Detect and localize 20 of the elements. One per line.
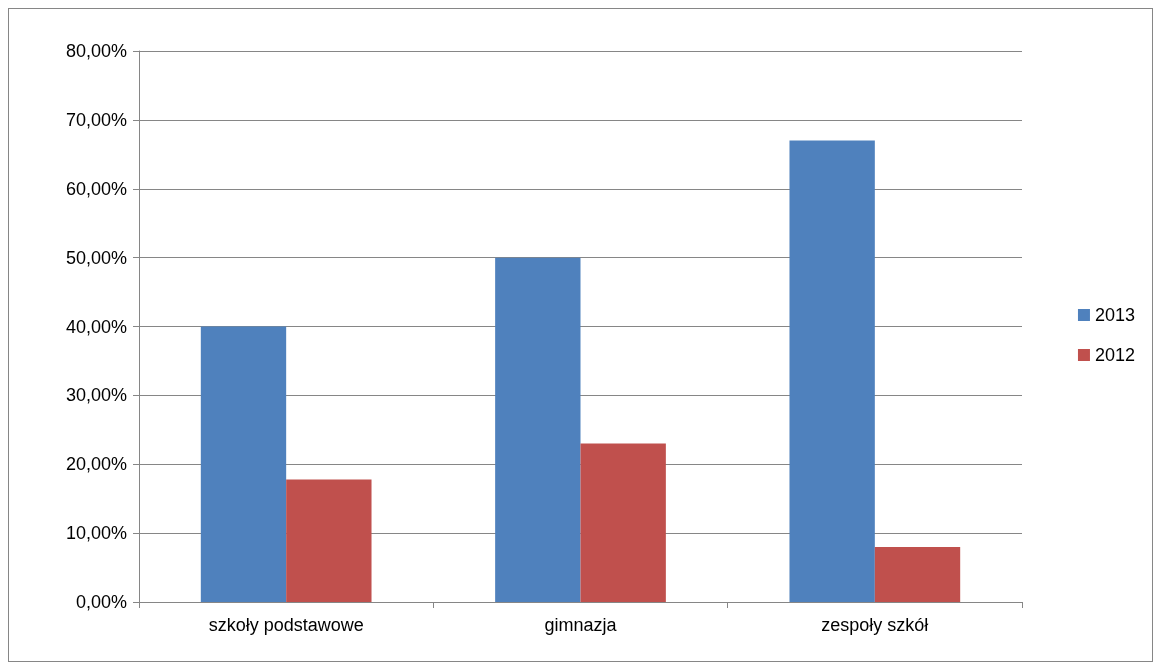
- y-tick-label: 70,00%: [65, 109, 127, 130]
- y-tick-label: 40,00%: [65, 316, 127, 337]
- bar: [580, 443, 666, 602]
- bar: [200, 326, 287, 602]
- y-tick-label: 20,00%: [65, 454, 127, 475]
- x-tick-label: zespoły szkół: [821, 615, 929, 635]
- y-tick-label: 60,00%: [65, 178, 127, 199]
- y-tick-label: 80,00%: [65, 41, 127, 61]
- bar: [286, 479, 372, 602]
- legend-label: 2012: [1094, 345, 1135, 365]
- y-tick-label: 50,00%: [65, 247, 127, 268]
- y-tick-label: 30,00%: [65, 385, 127, 406]
- legend-label: 2013: [1094, 305, 1135, 325]
- y-tick-label: 0,00%: [75, 592, 127, 612]
- x-tick-label: szkoły podstawowe: [208, 615, 364, 635]
- bar: [495, 257, 581, 602]
- y-tick-label: 10,00%: [65, 523, 127, 544]
- x-tick-label: gimnazja: [544, 615, 618, 635]
- bar: [874, 546, 961, 602]
- bar: [789, 140, 875, 602]
